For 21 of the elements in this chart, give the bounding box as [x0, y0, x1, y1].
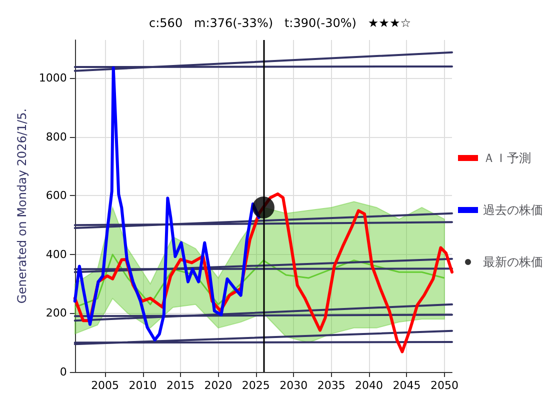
legend-label: ＡＩ予測 [483, 151, 531, 165]
x-tick-label: 2050 [430, 379, 458, 392]
y-tick-label: 600 [46, 189, 67, 202]
y-tick-label: 800 [46, 130, 67, 144]
x-tick-label: 2025 [242, 379, 270, 392]
x-tick-label: 2015 [166, 379, 194, 392]
legend-label: 過去の株価 [483, 203, 543, 217]
y-tick-label: 0 [60, 366, 67, 378]
x-tick-label: 2010 [128, 379, 157, 392]
x-tick-label: 2045 [392, 379, 421, 392]
y-tick-label: 1000 [38, 72, 67, 85]
x-tick-label: 2030 [280, 379, 308, 392]
chart-title: c:560 m:376(-33%) t:390(-30%) ★★★☆ [149, 16, 411, 30]
x-tick-label: 2040 [355, 379, 384, 392]
y-axis-title: Generated on Monday 2026/1/5. [15, 108, 29, 304]
y-tick-label: 400 [46, 248, 67, 261]
y-tick-label: 200 [46, 306, 67, 320]
x-tick-label: 2035 [317, 379, 346, 392]
legend-label: 最新の株価 [483, 255, 543, 269]
x-tick-label: 2020 [204, 379, 232, 392]
x-tick-label: 2005 [91, 379, 120, 392]
